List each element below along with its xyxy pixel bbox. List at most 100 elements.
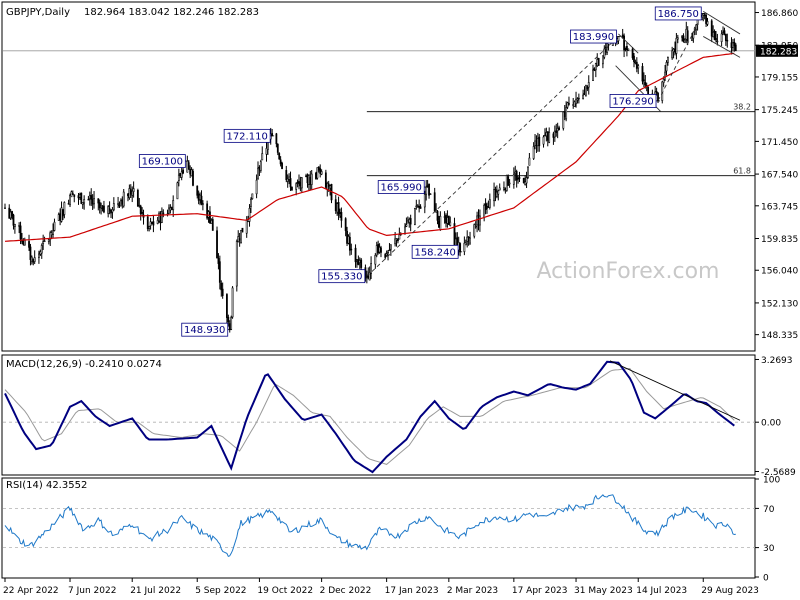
ohlc-label: 182.964 183.042 182.246 182.283 (84, 7, 259, 18)
trendline (703, 36, 741, 58)
candle-body (703, 14, 706, 17)
candle-body (575, 98, 577, 105)
date-tick-label: 2 Mar 2023 (447, 586, 498, 596)
candle-body (170, 207, 173, 210)
candle-body (556, 128, 559, 132)
candle-body (296, 181, 299, 184)
candle-body (464, 242, 467, 246)
price-tick-label: 171.450 (761, 138, 798, 148)
fib-level-label: 38.2 (733, 103, 751, 112)
macd-tick-label: 3.2693 (761, 356, 793, 366)
candle-body (715, 38, 717, 41)
candle-body (79, 194, 81, 198)
candle-body (197, 193, 200, 201)
candle-body (52, 230, 54, 235)
candle-body (487, 206, 490, 208)
candle-body (97, 198, 100, 204)
candle-body (168, 207, 170, 214)
candle-body (538, 136, 541, 147)
candle-body (582, 94, 585, 100)
candle-body (528, 157, 531, 166)
date-tick-label: 31 May 2023 (574, 586, 633, 596)
annotation-label: 165.990 (381, 183, 422, 194)
candle-body (534, 140, 536, 146)
candle-body (418, 205, 421, 209)
candle-body (675, 37, 678, 54)
candle-body (555, 130, 558, 133)
candle-body (59, 213, 62, 221)
candle-body (275, 133, 278, 145)
candle-body (370, 263, 372, 274)
candle-body (493, 189, 495, 202)
candle-body (565, 107, 568, 120)
candle-body (121, 199, 124, 205)
candle-body (39, 251, 42, 255)
price-tick-label: 163.745 (761, 202, 798, 212)
candle-body (449, 221, 452, 226)
candle-body (326, 183, 329, 190)
candle-body (518, 177, 521, 179)
candle-body (28, 241, 30, 248)
candle-body (416, 205, 419, 207)
candle-body (624, 46, 627, 49)
candle-body (627, 48, 630, 51)
date-tick-label: 2 Dec 2022 (320, 586, 372, 596)
candle-body (310, 173, 313, 185)
candle-body (429, 193, 432, 195)
annotation-box (138, 154, 186, 168)
candle-body (375, 245, 378, 256)
candle-body (389, 244, 392, 250)
candle-body (515, 171, 518, 181)
candle-body (683, 39, 686, 43)
candle-body (723, 30, 726, 35)
annotation-label: 169.100 (142, 157, 183, 168)
candle-body (221, 288, 224, 296)
candle-body (483, 204, 486, 218)
candle-body (484, 203, 487, 210)
macd-tick-label: 0.00 (761, 419, 781, 429)
candle-body (414, 208, 416, 225)
candle-body (38, 253, 40, 258)
rsi-tick-label: 100 (763, 476, 780, 486)
rsi-tick-label: 70 (763, 505, 775, 515)
candle-body (572, 104, 575, 106)
candle-body (132, 188, 135, 192)
candle-body (327, 183, 330, 188)
date-tick-label: 17 Apr 2023 (512, 586, 568, 596)
candle-body (279, 159, 282, 165)
candle-body (508, 182, 511, 185)
price-tick-label: 148.335 (761, 331, 798, 341)
candle-body (189, 169, 192, 175)
candle-body (522, 178, 525, 184)
candle-body (69, 195, 71, 206)
candle-body (250, 199, 252, 207)
price-tick-label: 152.130 (761, 299, 798, 309)
candle-body (686, 30, 689, 42)
candle-body (568, 103, 570, 105)
candle-body (380, 247, 382, 253)
rsi-tick-label: 30 (763, 544, 775, 554)
candle-body (348, 237, 351, 251)
candle-body (199, 194, 201, 200)
candle-body (47, 239, 50, 242)
candle-body (438, 220, 440, 228)
candle-body (674, 48, 676, 53)
candle-body (151, 221, 153, 224)
candle-body (103, 205, 105, 213)
candle-body (18, 225, 21, 227)
candle-body (190, 169, 193, 177)
candle-body (553, 130, 556, 138)
fib-level-label: 61.8 (733, 167, 751, 176)
candle-body (494, 189, 497, 196)
candle-body (23, 240, 26, 246)
candle-body (228, 323, 231, 330)
candle-body (306, 175, 309, 184)
candle-body (120, 200, 122, 207)
candle-body (655, 90, 658, 94)
current-price-tag (756, 44, 798, 57)
candle-body (257, 167, 259, 179)
candle-body (415, 205, 418, 208)
candle-body (428, 183, 430, 196)
candle-body (667, 57, 669, 63)
candle-body (682, 35, 685, 42)
